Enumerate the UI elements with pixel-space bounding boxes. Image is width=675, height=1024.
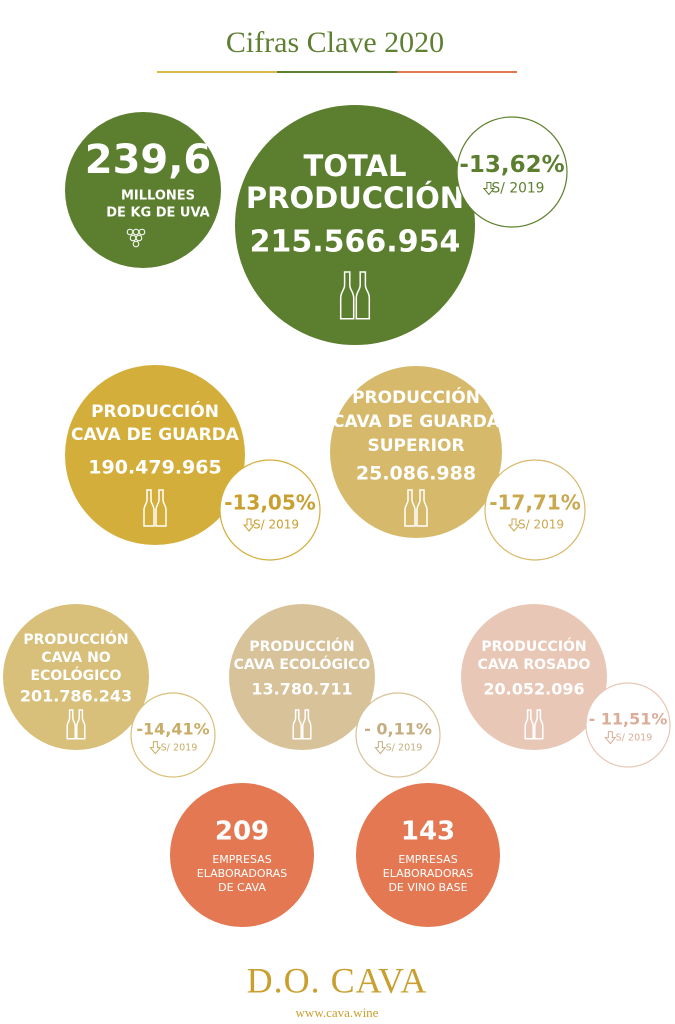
production-value: 201.786.243 <box>20 687 132 706</box>
grape-circle <box>65 112 221 268</box>
total-value: 215.566.954 <box>250 225 461 260</box>
bottles-icon <box>524 709 544 740</box>
company-label: DE CAVA <box>218 881 266 894</box>
company-value: 143 <box>401 817 455 847</box>
change-compare: S/ 2019 <box>492 181 545 197</box>
change-circle <box>219 459 321 561</box>
company-label: ELABORADORAS <box>197 867 287 880</box>
bottles-icon <box>143 489 167 527</box>
production-value: 13.780.711 <box>251 680 352 699</box>
total-label: PRODUCCIÓN <box>246 181 464 215</box>
change-value: -13,05% <box>224 491 316 515</box>
grape-label: DE KG DE UVA <box>106 206 209 221</box>
change-value: -14,41% <box>136 719 209 738</box>
company-value: 209 <box>215 817 269 847</box>
production-label: PRODUCCIÓN <box>352 386 480 408</box>
grape-label: MILLONES <box>121 189 195 204</box>
production-label: CAVA DE GUARDA <box>332 412 501 432</box>
production-label: PRODUCCIÓN <box>481 637 586 655</box>
change-circle <box>355 692 441 778</box>
change-compare: S/ 2019 <box>161 743 198 754</box>
company-label: EMPRESAS <box>212 853 271 866</box>
total-label: TOTAL <box>304 149 407 183</box>
grape-icon <box>135 234 143 242</box>
total-circle <box>235 105 475 345</box>
bottles-icon <box>66 709 86 740</box>
change-circle <box>585 682 671 768</box>
down-arrow-icon <box>149 741 162 755</box>
grape-icon <box>138 228 146 236</box>
change-compare: S/ 2019 <box>518 518 564 532</box>
production-circle <box>461 604 607 750</box>
change-value: - 0,11% <box>364 719 432 738</box>
change-circle <box>456 116 568 228</box>
down-arrow-icon <box>482 182 495 196</box>
production-value: 190.479.965 <box>88 457 221 479</box>
down-arrow-icon <box>374 741 387 755</box>
production-label: CAVA DE GUARDA <box>71 425 240 445</box>
production-circle <box>65 365 245 545</box>
grape-icon <box>132 240 140 248</box>
production-circle <box>229 604 375 750</box>
change-compare: S/ 2019 <box>616 733 653 744</box>
change-value: - 11,51% <box>589 709 668 728</box>
production-label: PRODUCCIÓN <box>91 400 219 422</box>
production-circle <box>330 366 502 538</box>
change-compare: S/ 2019 <box>386 743 423 754</box>
change-circle <box>130 692 216 778</box>
change-compare: S/ 2019 <box>253 518 299 532</box>
production-value: 25.086.988 <box>356 463 476 485</box>
logo: D.O. CAVA <box>247 960 428 1000</box>
production-label: PRODUCCIÓN <box>249 637 354 655</box>
down-arrow-icon <box>604 731 617 745</box>
production-label: PRODUCCIÓN <box>23 630 128 648</box>
grape-value: 239,6 <box>85 137 212 183</box>
title: Cifras Clave 2020 <box>226 26 444 59</box>
change-circle <box>484 459 586 561</box>
company-label: DE VINO BASE <box>388 881 467 894</box>
production-label: SUPERIOR <box>367 436 464 456</box>
change-value: -13,62% <box>459 152 564 178</box>
production-label: CAVA NO <box>41 650 110 666</box>
bottles-icon <box>404 489 428 527</box>
company-circle <box>170 783 314 927</box>
company-label: EMPRESAS <box>398 853 457 866</box>
company-label: ELABORADORAS <box>383 867 473 880</box>
production-label: ECOLÓGICO <box>31 666 122 684</box>
bottles-icon <box>292 709 312 740</box>
down-arrow-icon <box>507 518 521 532</box>
down-arrow-icon <box>242 518 256 532</box>
url: www.cava.wine <box>296 1005 379 1020</box>
production-circle <box>3 604 149 750</box>
bottles-icon <box>339 271 371 320</box>
production-label: CAVA ROSADO <box>478 657 591 673</box>
company-circle <box>356 783 500 927</box>
production-label: CAVA ECOLÓGICO <box>234 655 371 673</box>
change-value: -17,71% <box>489 491 581 515</box>
production-value: 20.052.096 <box>483 680 584 699</box>
